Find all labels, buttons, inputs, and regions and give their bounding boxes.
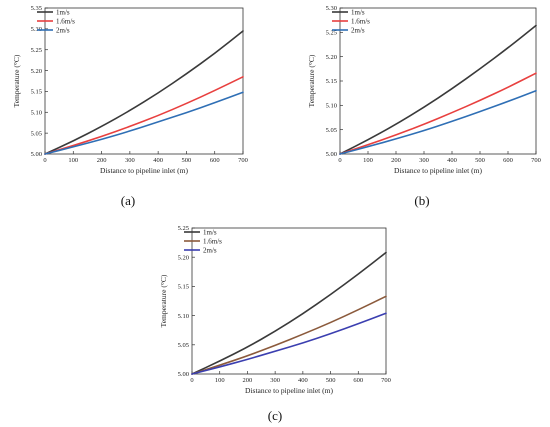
y-tick-label: 5.20 bbox=[31, 68, 42, 75]
y-axis-label: Temperature (°C) bbox=[159, 274, 168, 327]
legend-label: 2m/s bbox=[203, 246, 217, 254]
x-tick-label: 400 bbox=[153, 157, 163, 164]
chart-panel-2: 0 100 200 300 400 500 600 700 5.00 5.05 5.10 5.15 5.… bbox=[307, 5, 541, 208]
y-tick-label: 5.00 bbox=[31, 151, 42, 158]
series-line-1-6m-s bbox=[44, 76, 244, 155]
series-line-2m-s bbox=[44, 91, 244, 155]
legend-label: 1m/s bbox=[351, 8, 365, 16]
y-tick-label: 5.10 bbox=[178, 313, 189, 320]
x-axis-label: Distance to pipeline inlet (m) bbox=[394, 166, 482, 175]
x-tick-label: 500 bbox=[326, 377, 336, 384]
series-line-2m-s bbox=[191, 312, 387, 375]
series-line-1m-s bbox=[191, 251, 387, 375]
y-tick-label: 5.05 bbox=[178, 342, 189, 349]
x-axis-label: Distance to pipeline inlet (m) bbox=[100, 166, 188, 175]
y-tick-label: 5.30 bbox=[31, 26, 42, 33]
y-tick-label: 5.25 bbox=[31, 47, 42, 54]
x-tick-label: 400 bbox=[447, 157, 457, 164]
legend-label: 2m/s bbox=[351, 26, 365, 34]
y-tick-label: 5.35 bbox=[31, 5, 42, 12]
series-line-1m-s bbox=[44, 30, 244, 155]
y-tick-label: 5.05 bbox=[31, 130, 42, 137]
y-tick-label: 5.20 bbox=[178, 254, 189, 261]
plot-frame bbox=[339, 7, 537, 155]
legend-label: 1.6m/s bbox=[203, 237, 222, 245]
panel-label: (c) bbox=[268, 408, 282, 423]
y-tick-label: 5.15 bbox=[178, 284, 189, 291]
chart-panel-3: 0 100 200 300 400 500 600 700 5.00 5.05 5.10 5.15 5.… bbox=[159, 225, 391, 423]
legend-label: 1.6m/s bbox=[56, 17, 75, 25]
y-tick-label: 5.10 bbox=[326, 103, 337, 110]
x-tick-label: 700 bbox=[531, 157, 541, 164]
x-tick-label: 600 bbox=[210, 157, 220, 164]
x-tick-label: 300 bbox=[125, 157, 135, 164]
x-tick-label: 0 bbox=[338, 157, 341, 164]
y-tick-label: 5.00 bbox=[178, 371, 189, 378]
legend-label: 2m/s bbox=[56, 26, 70, 34]
x-tick-label: 600 bbox=[353, 377, 363, 384]
x-tick-label: 700 bbox=[381, 377, 391, 384]
plot-frame bbox=[191, 227, 387, 375]
x-tick-label: 0 bbox=[190, 377, 193, 384]
series-line-1m-s bbox=[339, 24, 537, 155]
x-tick-label: 300 bbox=[270, 377, 280, 384]
panel-label: (b) bbox=[414, 193, 429, 208]
y-tick-label: 5.25 bbox=[326, 30, 337, 37]
x-tick-label: 200 bbox=[243, 377, 253, 384]
legend-label: 1m/s bbox=[203, 228, 217, 236]
x-axis-label: Distance to pipeline inlet (m) bbox=[245, 386, 333, 395]
x-tick-label: 300 bbox=[419, 157, 429, 164]
panel-label: (a) bbox=[121, 193, 135, 208]
y-tick-label: 5.15 bbox=[326, 78, 337, 85]
legend-label: 1m/s bbox=[56, 8, 70, 16]
y-tick-label: 5.00 bbox=[326, 151, 337, 158]
y-tick-label: 5.30 bbox=[326, 5, 337, 12]
y-tick-label: 5.25 bbox=[178, 225, 189, 232]
plot-frame bbox=[44, 7, 244, 155]
y-tick-label: 5.10 bbox=[31, 109, 42, 116]
x-tick-label: 100 bbox=[68, 157, 78, 164]
x-tick-label: 700 bbox=[238, 157, 248, 164]
y-tick-label: 5.15 bbox=[31, 89, 42, 96]
y-tick-label: 5.05 bbox=[326, 127, 337, 134]
series-line-2m-s bbox=[339, 89, 537, 155]
x-tick-label: 0 bbox=[43, 157, 46, 164]
y-tick-label: 5.20 bbox=[326, 54, 337, 61]
chart-panel-1: 0 100 200 300 400 500 600 700 5.00 5.05 5.10 5.15 5.… bbox=[12, 5, 248, 208]
series-line-1-6m-s bbox=[191, 295, 387, 375]
x-tick-label: 100 bbox=[215, 377, 225, 384]
x-tick-label: 500 bbox=[182, 157, 192, 164]
series-line-1-6m-s bbox=[339, 72, 537, 155]
x-tick-label: 200 bbox=[97, 157, 107, 164]
x-tick-label: 200 bbox=[391, 157, 401, 164]
y-axis-label: Temperature (°C) bbox=[12, 54, 21, 107]
x-tick-label: 100 bbox=[363, 157, 373, 164]
x-tick-label: 600 bbox=[503, 157, 513, 164]
legend-label: 1.6m/s bbox=[351, 17, 370, 25]
x-tick-label: 500 bbox=[475, 157, 485, 164]
y-axis-label: Temperature (°C) bbox=[307, 54, 316, 107]
x-tick-label: 400 bbox=[298, 377, 308, 384]
